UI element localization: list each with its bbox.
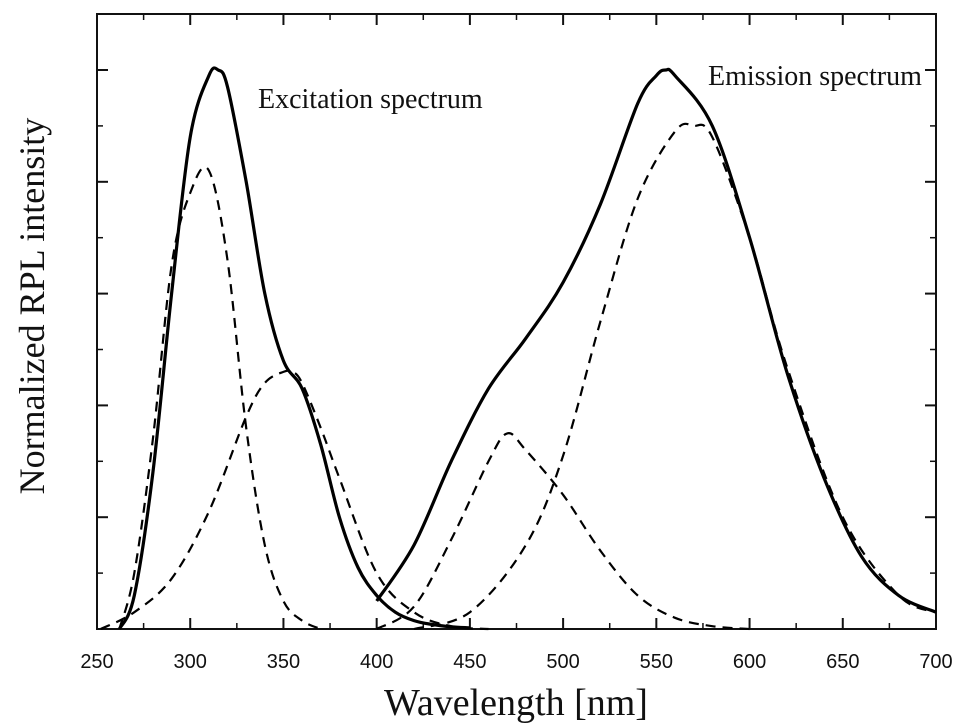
x-tick-label: 300 [174,651,207,673]
x-tick-label: 700 [919,651,952,673]
x-axis-title: Wavelength [nm] [384,682,648,724]
dashed-curve-5 [413,122,937,631]
x-tick-label: 550 [640,651,673,673]
dashed-curve-4 [376,432,750,631]
annotation-excitation: Excitation spectrum [258,84,483,115]
dashed-curve-2 [118,166,322,631]
x-tick-label: 350 [267,651,300,673]
plot-frame [96,13,937,630]
axis-ticks [96,14,937,630]
x-tick-label: 600 [733,651,766,673]
x-tick-label: 400 [360,651,393,673]
series-group [100,66,937,631]
annotation-emission: Emission spectrum [708,61,922,92]
x-tick-labels: 250 300 350 400 450 500 550 600 650 700 [80,651,952,673]
x-tick-label: 500 [546,651,579,673]
x-tick-label: 650 [826,651,859,673]
y-axis-title: Normalized RPL intensity [12,118,52,495]
solid-curve-1 [375,67,937,614]
x-tick-label: 250 [80,651,113,673]
solid-curve-0 [117,66,471,630]
x-tick-label: 450 [453,651,486,673]
